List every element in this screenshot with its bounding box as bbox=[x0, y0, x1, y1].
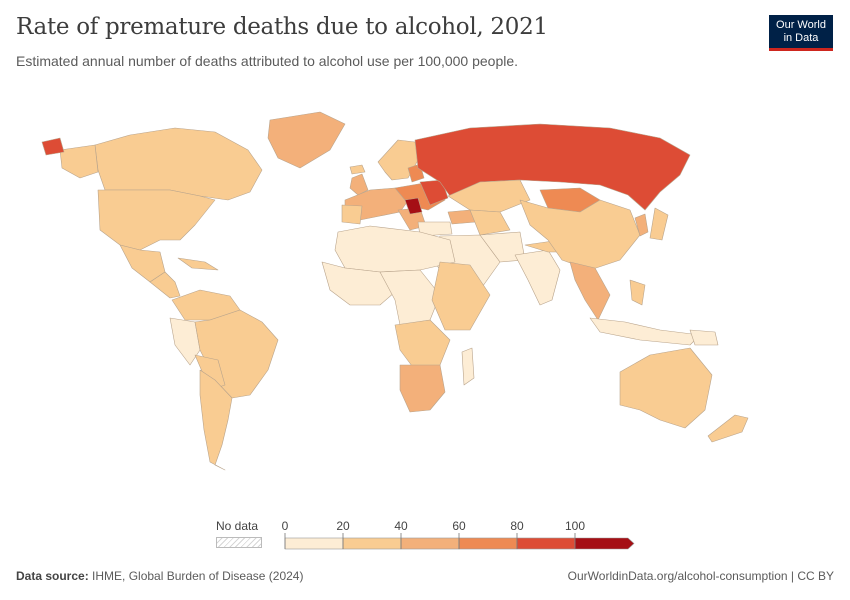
legend-tick-label: 60 bbox=[452, 519, 466, 533]
region-north-africa bbox=[334, 225, 456, 273]
chart-subtitle: Estimated annual number of deaths attrib… bbox=[16, 53, 519, 69]
source-link[interactable]: OurWorldinData.org/alcohol-consumption |… bbox=[567, 569, 834, 583]
region-ukraine-belarus bbox=[419, 179, 449, 206]
region-indonesia bbox=[589, 317, 701, 346]
region-caribbean bbox=[177, 257, 219, 271]
logo-line-2: in Data bbox=[783, 32, 819, 44]
region-russia bbox=[414, 123, 691, 211]
legend-bin-0-20 bbox=[284, 537, 344, 550]
region-central-america bbox=[149, 271, 181, 299]
region-west-africa bbox=[321, 261, 396, 306]
legend-no-data-label: No data bbox=[216, 519, 259, 533]
region-australia bbox=[619, 347, 713, 429]
legend-tick-label: 0 bbox=[282, 519, 289, 533]
region-india bbox=[514, 249, 561, 306]
chart-title: Rate of premature deaths due to alcohol,… bbox=[16, 14, 548, 40]
legend-color-scale[interactable]: 0 20 40 60 80 100 bbox=[280, 515, 640, 555]
region-alaska bbox=[59, 144, 99, 179]
data-source-label: Data source: bbox=[16, 569, 89, 583]
region-iberia bbox=[341, 204, 363, 225]
region-new-zealand bbox=[707, 414, 749, 443]
region-southern-africa bbox=[399, 364, 446, 413]
region-canada bbox=[94, 127, 263, 201]
region-iceland bbox=[349, 164, 366, 175]
region-ecuador-peru bbox=[169, 317, 201, 366]
legend-no-data-swatch[interactable] bbox=[216, 537, 262, 548]
world-map[interactable] bbox=[0, 85, 850, 485]
legend-bin-100-plus bbox=[574, 537, 635, 550]
region-moldova-romania bbox=[404, 197, 423, 215]
legend-tick-label: 40 bbox=[394, 519, 408, 533]
legend-bin-40-60 bbox=[400, 537, 460, 550]
region-usa bbox=[97, 189, 216, 251]
logo-line-1: Our World bbox=[776, 19, 826, 31]
region-madagascar bbox=[461, 347, 475, 386]
region-east-africa bbox=[431, 261, 491, 331]
region-philippines bbox=[629, 279, 646, 306]
legend-bin-80-100 bbox=[516, 537, 576, 550]
legend-tick-label: 20 bbox=[336, 519, 350, 533]
region-korea bbox=[634, 213, 649, 237]
region-chukotka bbox=[41, 137, 65, 156]
region-japan bbox=[649, 207, 669, 241]
legend-tick-label: 100 bbox=[565, 519, 585, 533]
legend-tick-label: 80 bbox=[510, 519, 524, 533]
region-southeast-asia bbox=[569, 261, 611, 321]
region-papua-new-guinea bbox=[689, 329, 719, 346]
legend-bin-60-80 bbox=[458, 537, 518, 550]
owid-logo[interactable]: Our World in Data bbox=[769, 15, 833, 51]
region-turkey bbox=[417, 221, 453, 237]
region-southern-africa-north bbox=[394, 319, 451, 371]
legend-bin-20-40 bbox=[342, 537, 402, 550]
region-greenland bbox=[267, 111, 346, 169]
data-source-text: IHME, Global Burden of Disease (2024) bbox=[88, 569, 304, 583]
region-central-asia bbox=[469, 209, 511, 236]
data-source: Data source: IHME, Global Burden of Dise… bbox=[16, 569, 303, 583]
region-argentina-chile bbox=[199, 369, 233, 471]
region-china bbox=[519, 199, 641, 271]
